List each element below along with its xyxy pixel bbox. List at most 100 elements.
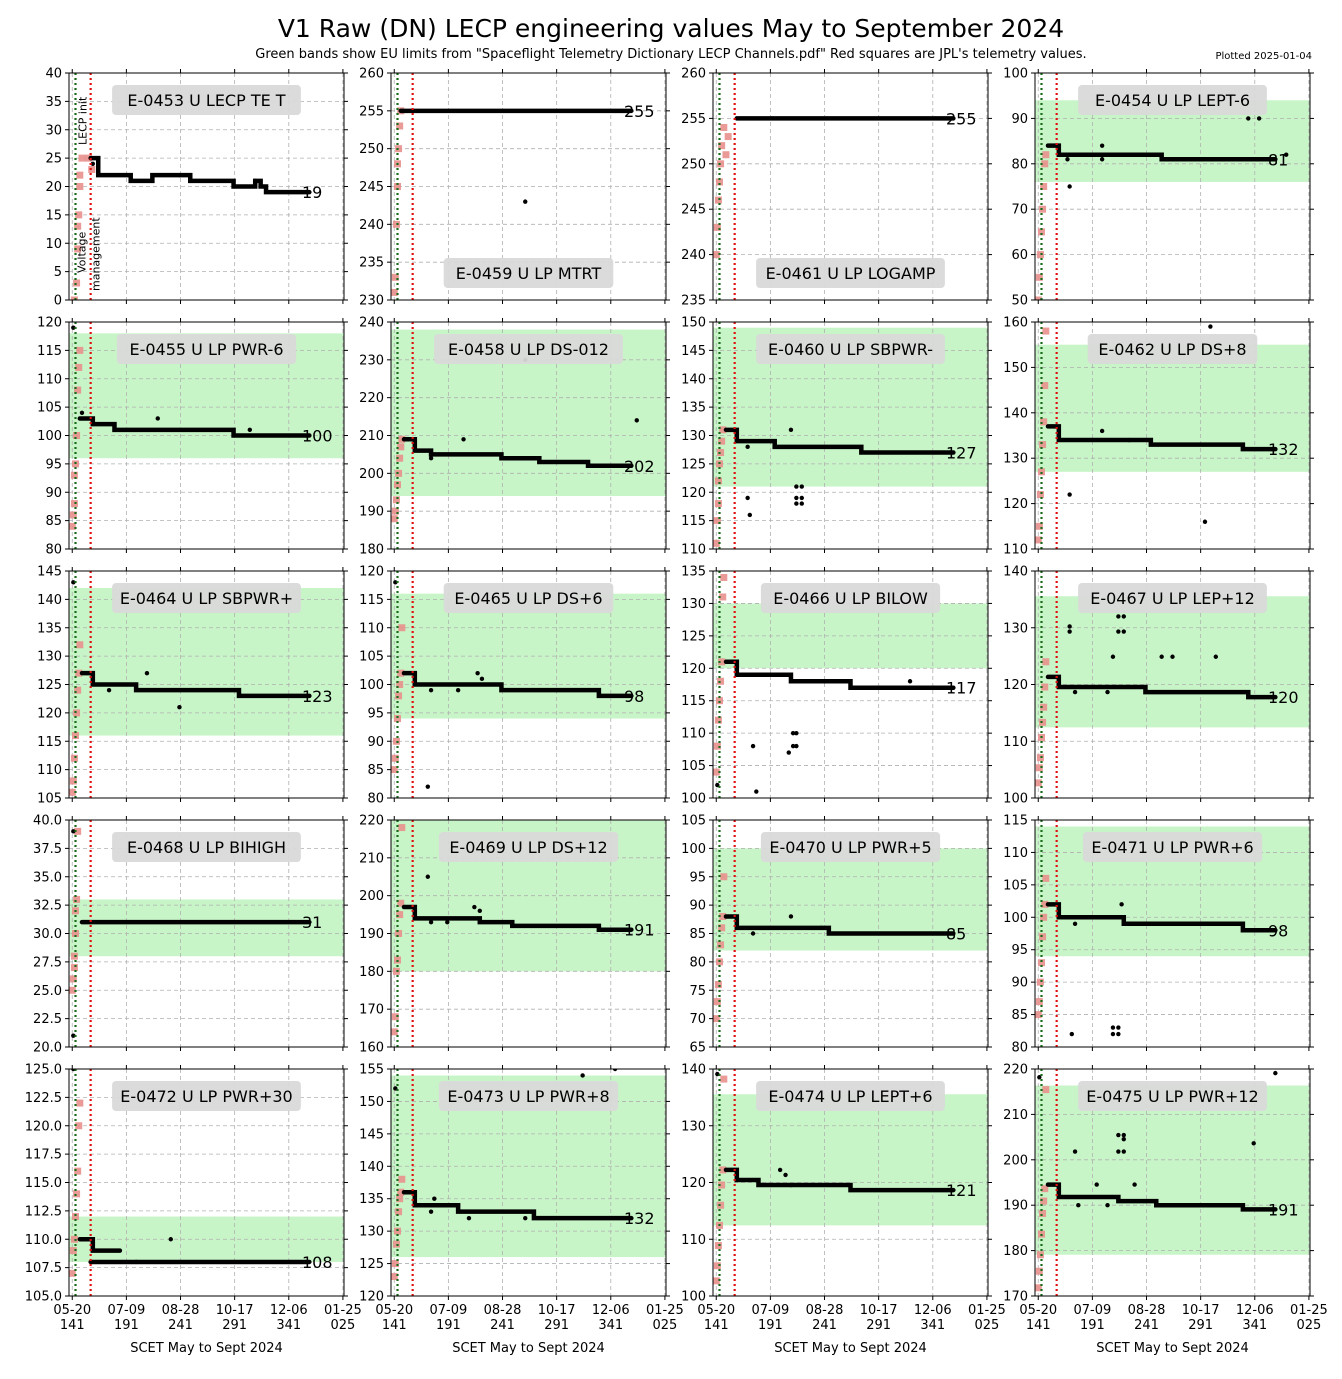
jpl-telemetry-square bbox=[397, 1188, 405, 1196]
x-tick-label-doy: 025 bbox=[653, 1318, 678, 1333]
y-tick-label: 155 bbox=[359, 1063, 384, 1078]
y-tick-label: 125 bbox=[37, 678, 62, 693]
axes-frame bbox=[1034, 819, 1311, 1048]
y-tick-label: 120 bbox=[1003, 497, 1028, 512]
y-tick-label: 120.0 bbox=[25, 1119, 62, 1134]
y-tick-label: 160 bbox=[359, 1041, 384, 1056]
axes-frame bbox=[712, 72, 989, 301]
y-tick-label: 25.0 bbox=[33, 984, 62, 999]
data-point bbox=[155, 416, 160, 421]
y-tick-label: 110 bbox=[681, 543, 706, 558]
x-tick-label-date: 12-06 bbox=[914, 1303, 952, 1318]
data-point bbox=[1273, 1070, 1278, 1076]
final-value-label: 132 bbox=[624, 1209, 655, 1228]
jpl-telemetry-square bbox=[1040, 418, 1048, 426]
jpl-telemetry-square bbox=[69, 788, 76, 796]
jpl-telemetry-square bbox=[76, 1099, 84, 1107]
jpl-telemetry-square bbox=[1037, 228, 1045, 236]
jpl-telemetry-square bbox=[1036, 978, 1044, 986]
jpl-telemetry-square bbox=[395, 930, 403, 937]
y-tick-label: 95 bbox=[689, 870, 706, 885]
data-point bbox=[1121, 1149, 1126, 1154]
data-point bbox=[580, 1073, 585, 1078]
x-tick-label-date: 01-25 bbox=[968, 1303, 1006, 1318]
x-tick-label-date: 01-25 bbox=[1290, 1303, 1328, 1318]
jpl-telemetry-square bbox=[713, 768, 720, 776]
jpl-telemetry-square bbox=[396, 122, 404, 130]
y-tick-label: 200 bbox=[359, 467, 384, 482]
y-tick-label: 60 bbox=[1011, 248, 1028, 263]
jpl-telemetry-square bbox=[396, 911, 404, 919]
data-point bbox=[1072, 1149, 1078, 1154]
data-point bbox=[445, 919, 450, 925]
x-tick-label-doy: 141 bbox=[382, 1318, 407, 1333]
final-value-label: 255 bbox=[624, 102, 655, 121]
x-tick-label-doy: 291 bbox=[222, 1318, 247, 1333]
y-tick-label: 240 bbox=[681, 248, 706, 263]
x-tick-label-doy: 141 bbox=[704, 1318, 729, 1333]
data-point bbox=[1067, 624, 1072, 629]
data-series-line bbox=[723, 427, 956, 455]
panel-16: 105.0 107.5 110.0 112.5 115.0 117.5 120.0 122.5… bbox=[25, 1063, 362, 1357]
panel-title-box bbox=[1078, 1081, 1267, 1111]
jpl-telemetry-square bbox=[1039, 441, 1047, 449]
eu-limit-band bbox=[1035, 1085, 1310, 1255]
jpl-telemetry-square bbox=[718, 437, 726, 445]
jpl-telemetry-square bbox=[1042, 151, 1050, 159]
panel-title: E-0455 U LP PWR-6 bbox=[129, 340, 283, 359]
panel-plot-area bbox=[713, 1069, 988, 1296]
axes-frame bbox=[390, 1068, 667, 1297]
data-point bbox=[1116, 629, 1121, 634]
y-tick-label: 125 bbox=[681, 457, 706, 472]
jpl-telemetry-square bbox=[391, 1013, 399, 1021]
jpl-telemetry-square bbox=[1037, 959, 1045, 967]
jpl-telemetry-square bbox=[1039, 1209, 1047, 1217]
jpl-telemetry-square bbox=[1035, 1011, 1042, 1019]
y-tick-label: 255 bbox=[681, 112, 706, 127]
eu-limit-band bbox=[1035, 596, 1310, 728]
panel-title-box bbox=[756, 258, 945, 288]
data-point bbox=[455, 687, 461, 693]
y-tick-label: 90 bbox=[45, 486, 62, 501]
data-point bbox=[393, 803, 397, 807]
y-tick-label: 130 bbox=[681, 1119, 706, 1134]
data-point bbox=[794, 484, 799, 489]
y-tick-label: 220 bbox=[359, 391, 384, 406]
data-series-line bbox=[79, 670, 312, 699]
y-tick-label: 135 bbox=[681, 401, 706, 416]
y-tick-label: 90 bbox=[689, 899, 706, 914]
y-tick-label: 85 bbox=[689, 927, 706, 942]
y-tick-label: 40.0 bbox=[33, 814, 62, 829]
jpl-telemetry-square bbox=[718, 658, 726, 666]
y-tick-label: 110.0 bbox=[25, 1233, 62, 1248]
y-tick-label: 0 bbox=[54, 294, 62, 309]
y-tick-label: 37.5 bbox=[33, 842, 62, 857]
data-series-line bbox=[1045, 424, 1278, 452]
panel-7: 110 120 130 140 150 160 132 E-0462 U LP DS+8 bbox=[1003, 316, 1314, 558]
y-tick-label: 100 bbox=[681, 792, 706, 807]
eu-limit-band bbox=[69, 899, 344, 957]
data-point bbox=[1121, 614, 1126, 619]
y-tick-label: 90 bbox=[1011, 976, 1028, 991]
y-tick-label: 105 bbox=[1003, 878, 1028, 893]
jpl-telemetry-square bbox=[398, 624, 406, 632]
y-tick-label: 145 bbox=[37, 565, 62, 580]
x-tick-label-date: 12-06 bbox=[1236, 1303, 1274, 1318]
y-tick-label: 110 bbox=[359, 621, 384, 636]
jpl-telemetry-square bbox=[69, 511, 77, 519]
data-point bbox=[794, 501, 799, 506]
jpl-telemetry-square bbox=[391, 288, 398, 296]
x-tick-label-date: 08-28 bbox=[162, 1303, 200, 1318]
x-axis-label: SCET May to Sept 2024 bbox=[452, 1341, 605, 1356]
jpl-telemetry-square bbox=[1042, 658, 1050, 666]
panel-title: E-0461 U LP LOGAMP bbox=[766, 264, 936, 283]
final-value-label: 121 bbox=[946, 1181, 977, 1200]
y-tick-label: 107.5 bbox=[25, 1261, 62, 1276]
x-tick-label-date: 10-17 bbox=[1182, 1303, 1220, 1318]
y-tick-label: 220 bbox=[359, 814, 384, 829]
y-tick-label: 140 bbox=[681, 1063, 706, 1078]
y-tick-label: 180 bbox=[359, 543, 384, 558]
jpl-telemetry-square bbox=[76, 183, 84, 190]
y-tick-label: 130 bbox=[1003, 452, 1028, 467]
final-value-label: 127 bbox=[946, 444, 977, 463]
